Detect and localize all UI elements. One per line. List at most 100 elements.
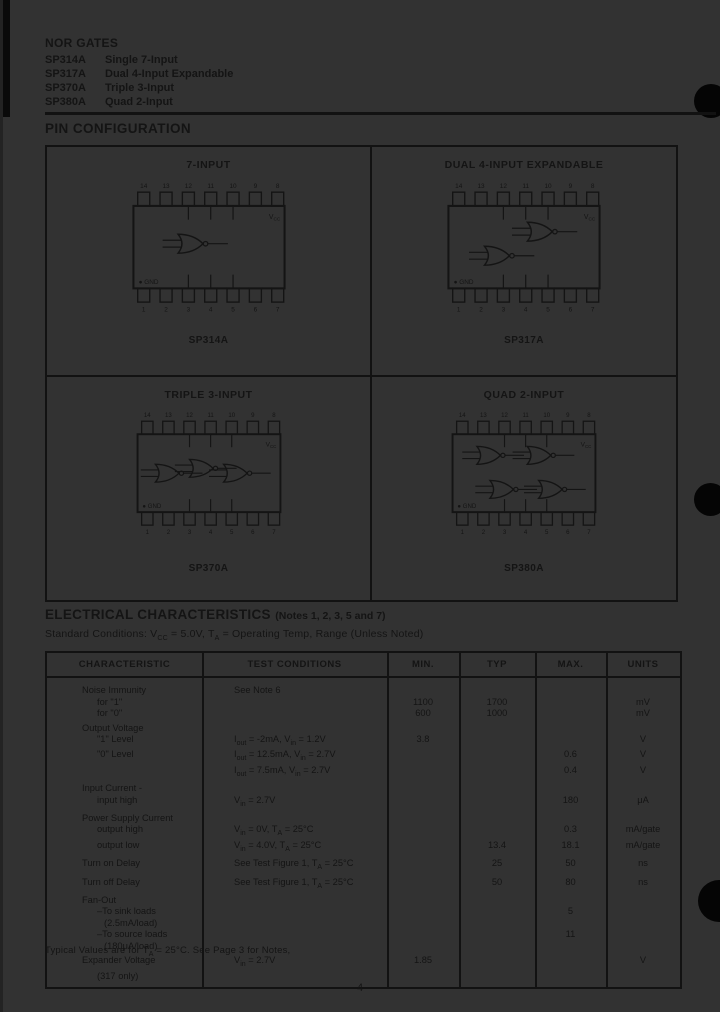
table-cell: Vin = 4.0V, TA = 25°C bbox=[234, 839, 322, 853]
table-cell bbox=[606, 971, 680, 983]
table-cell bbox=[606, 918, 680, 930]
table-cell bbox=[202, 929, 387, 941]
table-cell: 18.1 bbox=[561, 839, 580, 850]
pin-number: 14 bbox=[140, 183, 148, 190]
pin-number: 13 bbox=[477, 183, 485, 190]
table-cell bbox=[202, 723, 387, 735]
table-cell: 600 bbox=[415, 708, 431, 718]
pin-number: 6 bbox=[253, 307, 257, 314]
table-cell bbox=[535, 813, 606, 825]
table-cell: Iout = 12.5mA, Vin = 2.7V bbox=[234, 749, 336, 763]
table-cell bbox=[387, 840, 459, 855]
table-cell: –To sink loads bbox=[97, 906, 156, 917]
table-cell: 0.6 bbox=[564, 749, 577, 760]
table-cell bbox=[202, 895, 387, 907]
table-row: Noise Immunity See Note 6 bbox=[47, 685, 680, 697]
pin-configuration-box: 7-INPUT 14 13 12 11 10 9 8 1 2 3 4 5 6 7 VCC ● GND SP31… bbox=[45, 145, 678, 602]
table-row: for "1" 1100 1700 mV bbox=[47, 697, 680, 709]
pin-number: 4 bbox=[208, 307, 212, 314]
table-cell bbox=[387, 941, 459, 953]
pin-diagram-dual-4-input: DUAL 4-INPUT EXPANDABLE 14 13 12 11 10 9 8 1 2 3 4… bbox=[372, 147, 676, 377]
table-cell: input high bbox=[97, 794, 138, 805]
table-cell bbox=[459, 895, 535, 907]
table-cell bbox=[202, 697, 387, 709]
table-cell bbox=[459, 685, 535, 697]
nor-gate-symbol bbox=[221, 463, 248, 483]
vcc-label: VCC bbox=[584, 214, 596, 223]
pin-number: 14 bbox=[143, 412, 150, 419]
pin-number: 8 bbox=[587, 412, 591, 419]
table-cell bbox=[535, 955, 606, 970]
pin-number: 2 bbox=[482, 529, 486, 536]
table-cell bbox=[387, 918, 459, 930]
table-cell: Fan-Out bbox=[82, 894, 117, 905]
pin-diagram-quad-2-input: QUAD 2-INPUT 14 13 12 11 10 9 8 1 2 3 4 5 6 7 VCC ● GND… bbox=[372, 377, 676, 600]
table-row: "1" Level Iout = -2mA, Vin = 1.2V 3.8 V bbox=[47, 734, 680, 749]
column-header: MIN. bbox=[411, 659, 435, 670]
table-cell: V bbox=[639, 749, 647, 760]
table-cell: Iout = 7.5mA, Vin = 2.7V bbox=[234, 764, 331, 778]
gnd-label: ● GND bbox=[454, 279, 474, 286]
part-number-label: SP317A bbox=[504, 335, 544, 346]
table-column-line bbox=[459, 653, 461, 988]
page-number: 4 bbox=[356, 982, 364, 994]
table-row: Input Current - bbox=[47, 783, 680, 795]
table-cell bbox=[606, 723, 680, 735]
table-cell bbox=[47, 765, 202, 780]
table-row: (317 only) bbox=[47, 971, 680, 983]
pin-number: 9 bbox=[566, 412, 570, 419]
table-cell bbox=[459, 813, 535, 825]
table-cell bbox=[202, 918, 387, 930]
table-row: –To sink loads 5 bbox=[47, 906, 680, 918]
table-cell bbox=[387, 929, 459, 941]
table-cell: 50 bbox=[491, 876, 503, 887]
pin-number: 12 bbox=[501, 412, 508, 419]
pin-number: 9 bbox=[569, 183, 573, 190]
diagram-title: DUAL 4-INPUT EXPANDABLE bbox=[444, 159, 604, 171]
table-cell bbox=[535, 685, 606, 697]
pin-number: 1 bbox=[457, 307, 461, 314]
part-number-label: SP314A bbox=[188, 335, 229, 346]
table-row: Expander Voltage Vin = 2.7V 1.85 V bbox=[47, 955, 680, 970]
pin-number: 9 bbox=[251, 412, 255, 419]
table-row: Fan-Out bbox=[47, 895, 680, 907]
table-cell bbox=[606, 929, 680, 941]
table-cell bbox=[387, 971, 459, 983]
table-cell bbox=[387, 765, 459, 780]
table-cell bbox=[202, 708, 387, 720]
part-description: Triple 3-Input bbox=[105, 82, 175, 94]
pin-number: 3 bbox=[186, 307, 190, 314]
table-cell bbox=[387, 813, 459, 825]
table-cell bbox=[535, 697, 606, 709]
standard-conditions: Standard Conditions: VCC = 5.0V, TA = Op… bbox=[45, 628, 424, 643]
table-cell: See Note 6 bbox=[234, 685, 281, 695]
table-cell bbox=[459, 765, 535, 780]
vcc-label: VCC bbox=[265, 441, 277, 449]
nor-gate-symbol bbox=[176, 233, 204, 254]
table-cell bbox=[387, 795, 459, 810]
ec-table: CHARACTERISTIC TEST CONDITIONS MIN. TYP MAX.… bbox=[45, 651, 682, 990]
pin-number: 7 bbox=[272, 529, 276, 536]
pin-number: 3 bbox=[502, 307, 506, 314]
table-column-line bbox=[535, 653, 537, 988]
pin-number: 14 bbox=[459, 412, 466, 419]
table-cell: V bbox=[639, 955, 647, 966]
table-column-line bbox=[387, 653, 389, 988]
gnd-label: ● GND bbox=[142, 503, 161, 510]
pin-configuration-title: PIN CONFIGURATION bbox=[45, 121, 192, 136]
pin-number: 10 bbox=[544, 183, 552, 190]
electrical-characteristics-heading: ELECTRICAL CHARACTERISTICS (Notes 1, 2, … bbox=[45, 606, 386, 624]
table-cell bbox=[535, 918, 606, 930]
table-cell bbox=[459, 723, 535, 735]
table-cell bbox=[535, 708, 606, 720]
table-cell: Vin = 2.7V bbox=[234, 955, 276, 969]
ec-table-body: Noise Immunity See Note 6 for "1" 1100 1700 m… bbox=[47, 678, 680, 987]
table-cell: 5 bbox=[567, 906, 574, 917]
scan-edge-bar bbox=[0, 0, 10, 117]
pin-number: 2 bbox=[166, 529, 170, 536]
pin-number: 1 bbox=[145, 529, 149, 536]
part-number: SP380A bbox=[45, 96, 86, 108]
table-cell: μA bbox=[637, 794, 649, 805]
section-divider bbox=[45, 112, 716, 115]
